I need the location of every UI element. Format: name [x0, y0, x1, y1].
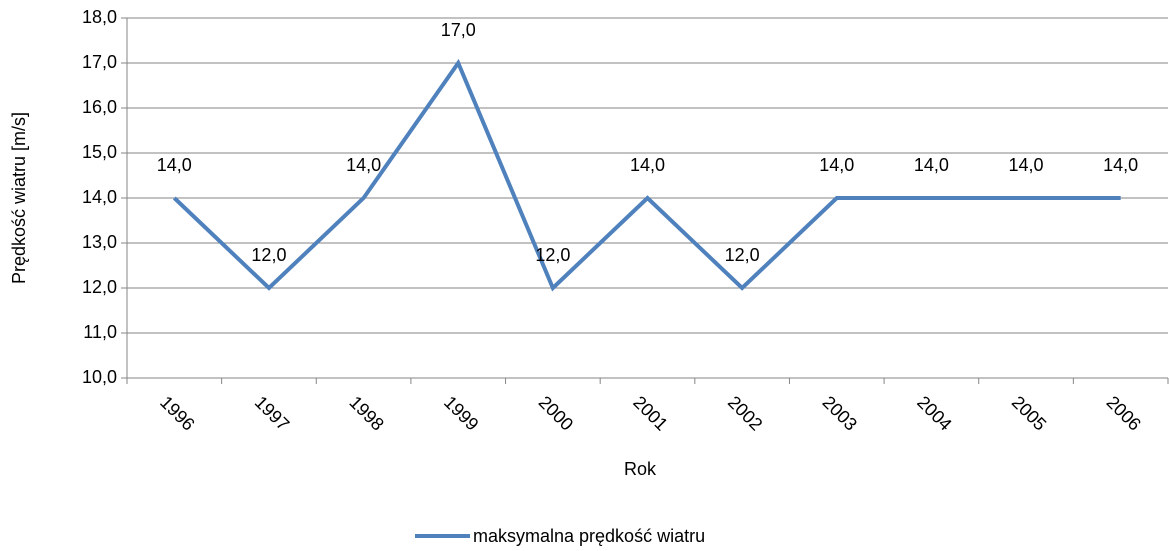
x-tick-label: 2005	[1008, 392, 1050, 434]
x-tick-label: 2006	[1102, 392, 1144, 434]
data-label: 14,0	[157, 155, 192, 175]
x-tick-label: 1999	[440, 392, 482, 434]
y-tick-label: 18,0	[82, 7, 117, 27]
x-tick-label: 1998	[345, 392, 387, 434]
x-tick-label: 1997	[251, 392, 293, 434]
x-tick-label: 2004	[913, 392, 955, 434]
x-tick-label: 2000	[535, 392, 577, 434]
y-tick-label: 11,0	[83, 322, 117, 342]
data-label: 12,0	[251, 245, 286, 265]
y-axis-title: Prędkość wiatru [m/s]	[9, 112, 29, 284]
y-tick-label: 14,0	[82, 187, 117, 207]
y-tick-label: 17,0	[82, 52, 117, 72]
x-tick-label: 2001	[629, 392, 671, 434]
data-label: 12,0	[725, 245, 760, 265]
x-tick-label: 2003	[819, 392, 861, 434]
data-label: 14,0	[1009, 155, 1044, 175]
data-label: 12,0	[535, 245, 570, 265]
data-label: 17,0	[441, 20, 476, 40]
x-tick-label: 1996	[156, 392, 198, 434]
data-label: 14,0	[1103, 155, 1138, 175]
data-label: 14,0	[630, 155, 665, 175]
data-label: 14,0	[914, 155, 949, 175]
y-tick-label: 10,0	[82, 367, 117, 387]
y-tick-label: 15,0	[82, 142, 117, 162]
data-label: 14,0	[819, 155, 854, 175]
data-line	[172, 58, 1121, 292]
legend-label: maksymalna prędkość wiatru	[473, 526, 705, 546]
y-tick-label: 13,0	[82, 232, 117, 252]
x-tick-label: 2002	[724, 392, 766, 434]
y-tick-label: 16,0	[82, 97, 117, 117]
data-label: 14,0	[346, 155, 381, 175]
y-tick-label: 12,0	[82, 277, 117, 297]
x-axis-title: Rok	[624, 459, 657, 479]
